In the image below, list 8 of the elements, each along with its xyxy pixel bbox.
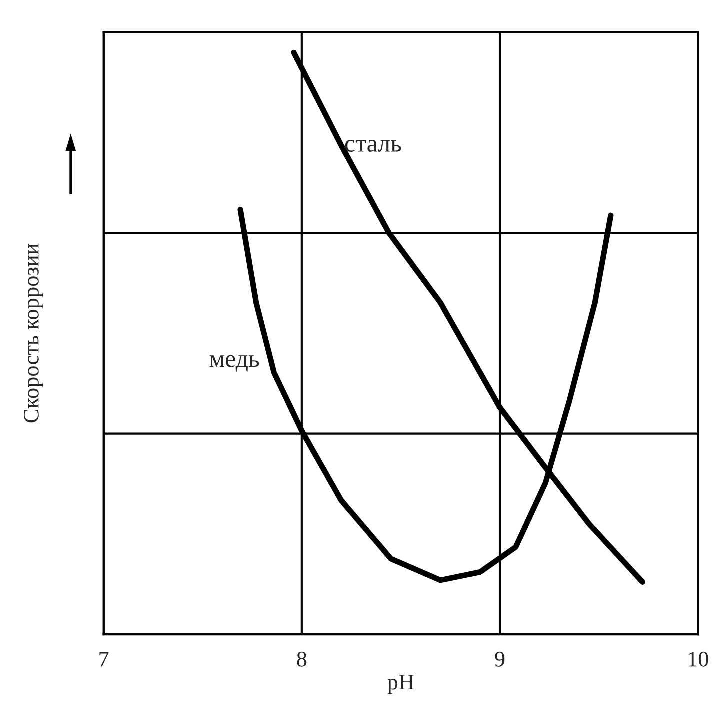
y-axis-title: Скорость коррозии	[24, 244, 44, 423]
x-axis-title: pH	[388, 675, 414, 694]
x-tick-label: 8	[297, 652, 307, 667]
x-tick-label: 10	[688, 652, 708, 667]
x-tick-label: 9	[495, 652, 505, 667]
series-label: медь	[210, 355, 260, 372]
series-label: сталь	[345, 140, 402, 152]
x-tick-label: 7	[100, 652, 109, 667]
